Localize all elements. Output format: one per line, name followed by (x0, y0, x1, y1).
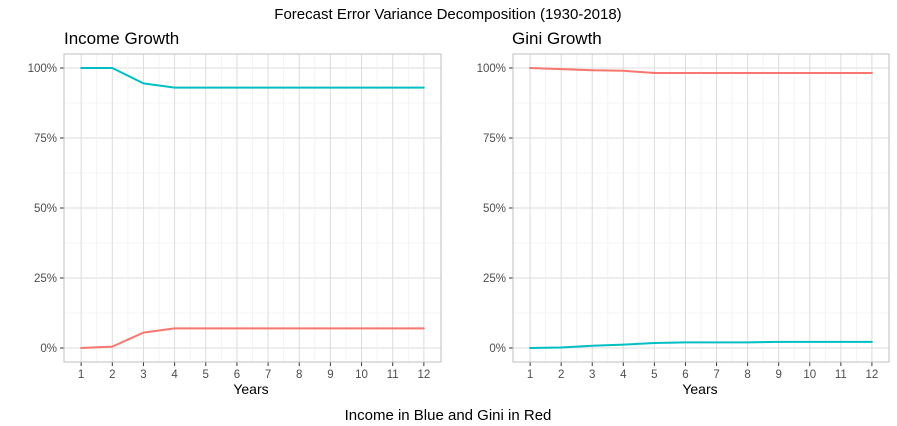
x-tick-label: 6 (234, 369, 240, 381)
x-tick-label: 3 (140, 369, 146, 381)
y-tick-label: 50% (483, 203, 506, 215)
y-tick-label: 25% (483, 273, 506, 285)
panel-title-income-growth: Income Growth (64, 29, 179, 48)
x-tick-label: 4 (171, 369, 178, 381)
x-tick-label: 1 (527, 369, 533, 381)
grid-gini-growth (513, 54, 889, 362)
y-tick-label: 0% (40, 343, 57, 355)
series-line-gini-growth-0 (529, 67, 873, 75)
x-tick-label: 11 (835, 369, 847, 381)
panel-income-growth: Income Growth Years 0%25%50%75%100%1 2 3 4 5… (28, 29, 442, 397)
x-tick-label: 7 (713, 369, 719, 381)
x-tick-label: 6 (682, 369, 688, 381)
panel-border-income-growth (63, 53, 442, 363)
panel-title-gini-growth: Gini Growth (512, 29, 602, 48)
x-tick-label: 7 (265, 369, 271, 381)
x-tick-label: 4 (620, 369, 627, 381)
x-tick-label: 10 (803, 369, 816, 381)
figure-title: Forecast Error Variance Decomposition (1… (274, 6, 621, 23)
x-axis-label-income-growth: Years (233, 381, 268, 397)
figure-caption: Income in Blue and Gini in Red (345, 407, 552, 424)
x-tick-label: 9 (775, 369, 781, 381)
panel-gini-growth: Gini Growth Years 0%25%50%75%100%1 2 3 4 5 6 7… (477, 29, 890, 397)
x-tick-label: 1 (78, 369, 84, 381)
x-tick-label: 12 (866, 369, 879, 381)
y-tick-label: 100% (477, 63, 506, 75)
x-tick-label: 12 (417, 369, 430, 381)
series-line-income-growth-0 (80, 67, 425, 89)
y-tick-label: 50% (34, 203, 57, 215)
y-tick-label: 75% (483, 133, 506, 145)
x-tick-label: 11 (387, 369, 399, 381)
x-tick-label: 10 (355, 369, 368, 381)
x-tick-label: 8 (296, 369, 302, 381)
x-tick-label: 3 (589, 369, 595, 381)
x-tick-label: 5 (203, 369, 209, 381)
x-tick-label: 5 (651, 369, 657, 381)
x-tick-label: 2 (558, 369, 564, 381)
y-tick-label: 25% (34, 273, 57, 285)
panel-border-gini-growth (512, 53, 890, 363)
y-tick-label: 0% (489, 343, 506, 355)
series-line-gini-growth-1 (529, 340, 873, 349)
x-tick-label: 8 (744, 369, 750, 381)
y-tick-label: 100% (28, 63, 57, 75)
grid-income-growth (64, 54, 441, 362)
x-tick-label: 2 (109, 369, 115, 381)
y-tick-label: 75% (34, 133, 57, 145)
x-axis-label-gini-growth: Years (682, 381, 717, 397)
series-line-income-growth-1 (80, 327, 425, 349)
x-tick-label: 9 (327, 369, 333, 381)
